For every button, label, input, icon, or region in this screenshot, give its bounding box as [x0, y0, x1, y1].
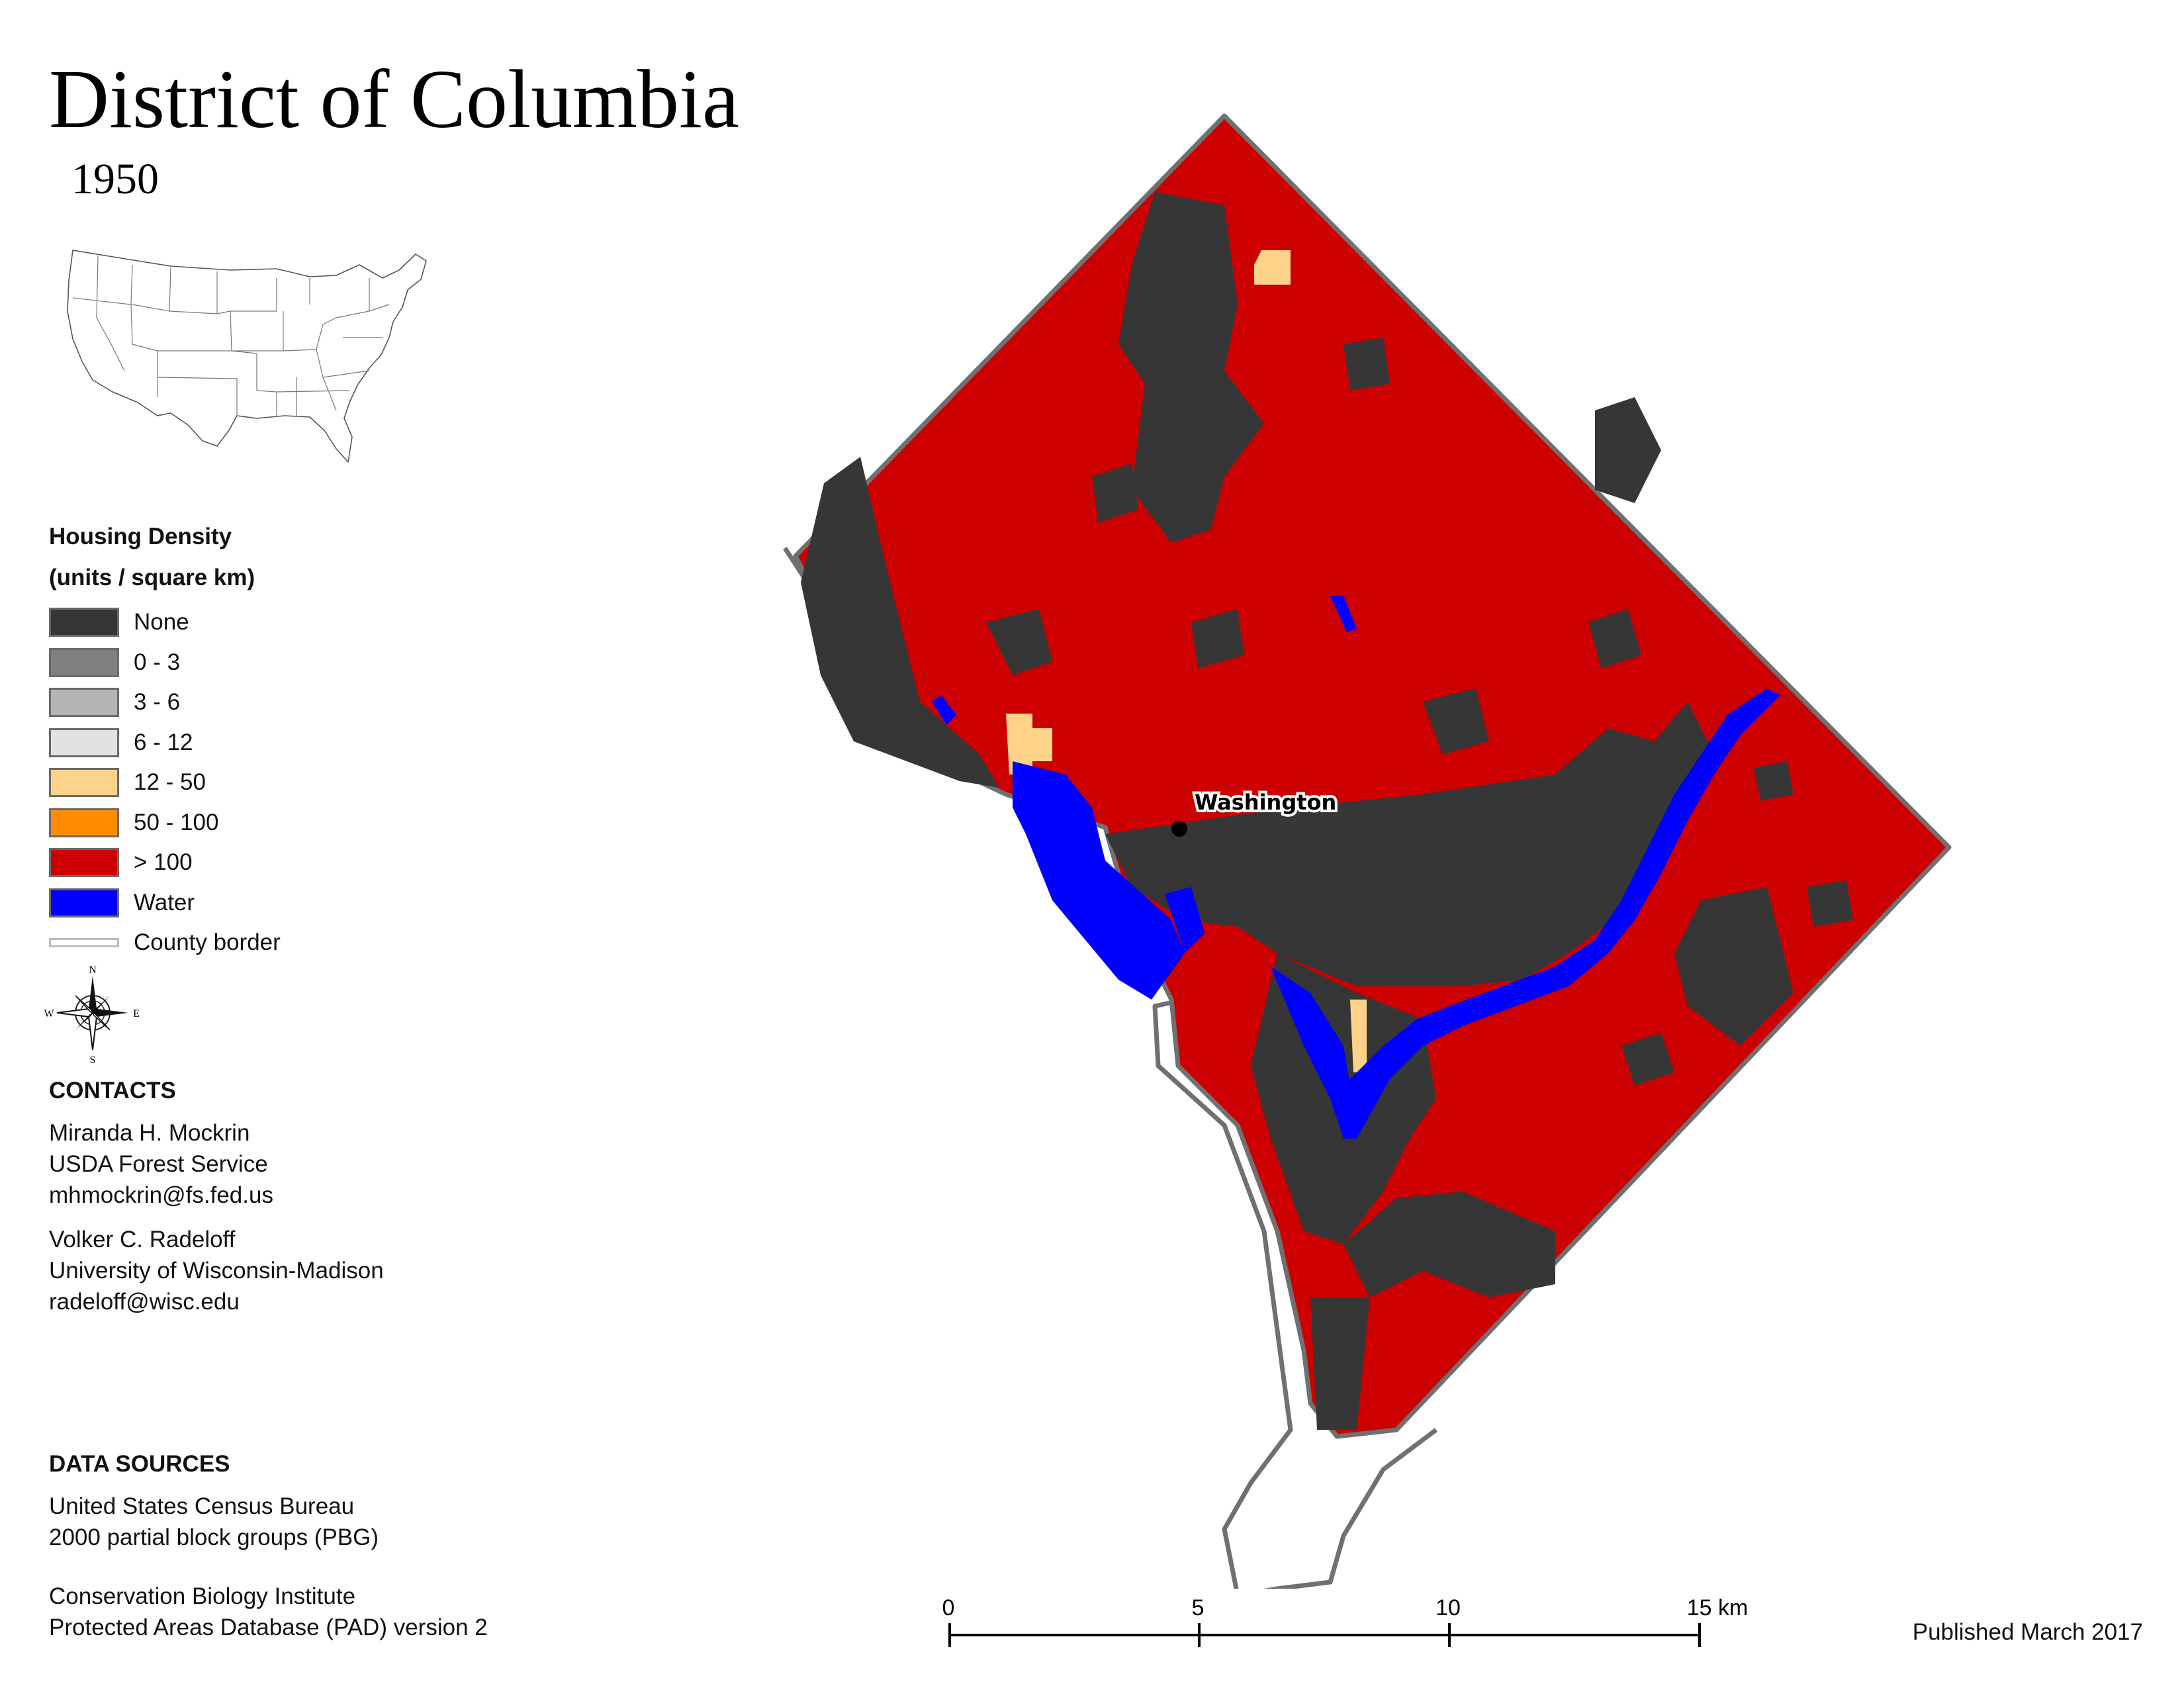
legend-swatch — [49, 727, 119, 757]
legend-swatch — [49, 608, 119, 637]
legend-item-0-3: 0 - 3 — [49, 643, 512, 683]
source-line: 2000 partial block groups (PBG) — [49, 1524, 379, 1550]
legend-title: Housing Density — [49, 524, 232, 549]
legend-label: County border — [134, 929, 281, 956]
legend-swatch — [49, 808, 119, 837]
legend-items: None 0 - 3 3 - 6 6 - 12 12 - 50 50 - 100… — [49, 602, 512, 963]
legend-swatch — [49, 647, 119, 677]
contact-email[interactable]: mhmockrin@fs.fed.us — [49, 1182, 273, 1208]
legend-swatch — [49, 768, 119, 798]
scale-tick-label: 15 km — [1687, 1595, 1749, 1620]
compass-s: S — [90, 1055, 96, 1064]
contact-card: Miranda H. Mockrin USDA Forest Service m… — [49, 1117, 552, 1211]
us-locator-map — [67, 250, 427, 463]
compass-rose-icon: N S E W — [44, 965, 140, 1064]
legend-swatch — [49, 888, 119, 917]
washington-point — [1171, 821, 1187, 837]
compass-e: E — [133, 1008, 140, 1019]
legend-item-water: Water — [49, 883, 512, 923]
source-line: United States Census Bureau — [49, 1493, 355, 1519]
legend-label: 3 - 6 — [134, 689, 181, 716]
legend-line-swatch — [49, 938, 119, 948]
legend-item-6-12: 6 - 12 — [49, 723, 512, 763]
scale-bar: 0 5 10 15 km — [942, 1595, 1749, 1647]
data-sources-heading: DATA SOURCES — [49, 1451, 230, 1477]
washington-label: Washington — [1195, 790, 1336, 815]
us-outline — [67, 250, 427, 463]
legend-swatch — [49, 848, 119, 878]
legend-item-county-border: County border — [49, 923, 512, 963]
legend-label: Water — [134, 889, 195, 915]
data-sources-section: DATA SOURCES United States Census Bureau… — [49, 1451, 618, 1643]
contact-name: Miranda H. Mockrin — [49, 1120, 250, 1146]
legend-item-over-100: > 100 — [49, 843, 512, 883]
legend-item-3-6: 3 - 6 — [49, 682, 512, 723]
legend-label: 12 - 50 — [134, 769, 206, 796]
legend-item-none: None — [49, 602, 512, 643]
map-title: District of Columbia — [49, 54, 739, 146]
contact-org: USDA Forest Service — [49, 1151, 268, 1177]
contacts-heading: CONTACTS — [49, 1078, 176, 1103]
legend-units: (units / square km) — [49, 565, 255, 590]
legend-label: 0 - 3 — [134, 649, 181, 675]
scale-tick-label: 10 — [1435, 1595, 1461, 1620]
scale-tick-label: 5 — [1192, 1595, 1205, 1620]
legend-item-12-50: 12 - 50 — [49, 763, 512, 803]
contact-org: University of Wisconsin-Madison — [49, 1258, 384, 1284]
map-year: 1950 — [71, 155, 159, 203]
contact-email[interactable]: radeloff@wisc.edu — [49, 1289, 240, 1315]
source-item: Conservation Biology Institute Protected… — [49, 1581, 618, 1643]
published-date: Published March 2017 — [1912, 1619, 2143, 1645]
legend-swatch — [49, 688, 119, 718]
dc-housing-density-map: Washington — [783, 113, 1952, 1589]
compass-w: W — [44, 1008, 54, 1019]
legend: Housing Density (units / square km) None… — [49, 516, 512, 963]
legend-label: 50 - 100 — [134, 809, 219, 835]
contact-card: Volker C. Radeloff University of Wiscons… — [49, 1224, 552, 1317]
contact-name: Volker C. Radeloff — [49, 1227, 236, 1252]
source-item: United States Census Bureau 2000 partial… — [49, 1491, 618, 1553]
compass-n: N — [89, 965, 97, 976]
source-line: Conservation Biology Institute — [49, 1583, 356, 1609]
legend-label: None — [134, 609, 189, 635]
source-line: Protected Areas Database (PAD) version 2 — [49, 1615, 488, 1640]
legend-label: > 100 — [134, 849, 193, 876]
legend-label: 6 - 12 — [134, 729, 193, 755]
scale-tick-label: 0 — [942, 1595, 955, 1620]
contacts-section: CONTACTS Miranda H. Mockrin USDA Forest … — [49, 1078, 552, 1317]
water-regions — [932, 596, 1780, 1139]
density-12-50-regions — [1006, 250, 1367, 1072]
legend-item-50-100: 50 - 100 — [49, 803, 512, 843]
